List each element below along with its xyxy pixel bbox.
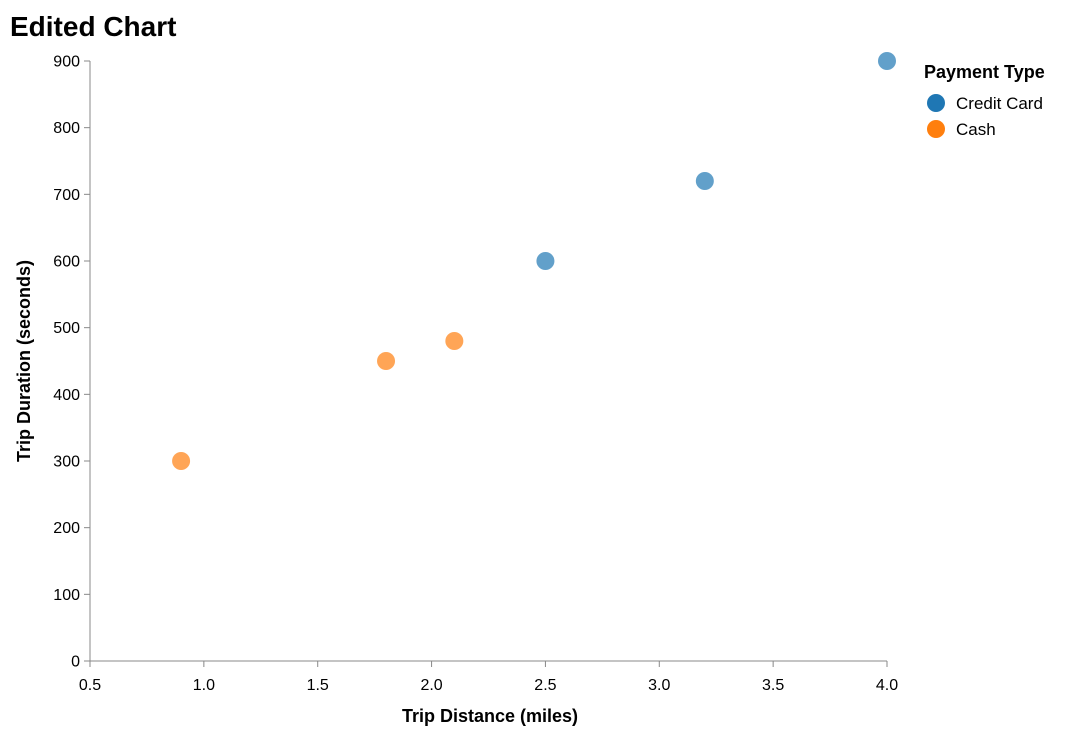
x-tick-label: 4.0 xyxy=(876,677,898,694)
legend-label: Cash xyxy=(956,120,996,139)
y-axis-title: Trip Duration (seconds) xyxy=(14,260,34,462)
data-point-credit-card xyxy=(695,172,714,190)
y-tick-label: 200 xyxy=(53,520,80,537)
legend-swatch xyxy=(927,120,945,138)
data-point-cash xyxy=(172,452,191,470)
data-point-cash xyxy=(445,332,464,350)
y-tick-label: 600 xyxy=(53,254,80,271)
data-point-credit-card xyxy=(878,52,896,70)
x-tick-label: 0.5 xyxy=(79,677,101,694)
x-tick-label: 3.0 xyxy=(648,677,670,694)
data-point-credit-card xyxy=(536,252,555,270)
x-tick-label: 3.5 xyxy=(762,677,784,694)
legend-label: Credit Card xyxy=(956,94,1043,113)
y-tick-label: 900 xyxy=(53,54,80,71)
y-tick-label: 700 xyxy=(53,187,80,204)
x-axis: 0.5 1.0 1.5 2.0 2.5 3.0 3.5 4.0 xyxy=(79,660,898,694)
legend-swatch xyxy=(927,94,945,112)
y-tick-label: 0 xyxy=(71,654,80,671)
y-tick-label: 400 xyxy=(53,387,80,404)
x-tick-label: 1.0 xyxy=(193,677,215,694)
y-tick-label: 300 xyxy=(53,454,80,471)
data-point-cash xyxy=(377,352,396,370)
data-points xyxy=(172,52,896,470)
x-axis-title: Trip Distance (miles) xyxy=(402,706,578,726)
y-tick-label: 500 xyxy=(53,320,80,337)
chart-title: Edited Chart xyxy=(10,11,176,42)
y-axis: 0 100 200 300 400 500 600 700 800 900 xyxy=(53,54,91,671)
x-tick-label: 1.5 xyxy=(307,677,329,694)
y-tick-label: 100 xyxy=(53,587,80,604)
legend-title: Payment Type xyxy=(924,62,1045,82)
legend: Payment Type Credit Card Cash xyxy=(924,62,1045,139)
x-tick-label: 2.0 xyxy=(420,677,442,694)
y-tick-label: 800 xyxy=(53,120,80,137)
x-tick-label: 2.5 xyxy=(534,677,556,694)
